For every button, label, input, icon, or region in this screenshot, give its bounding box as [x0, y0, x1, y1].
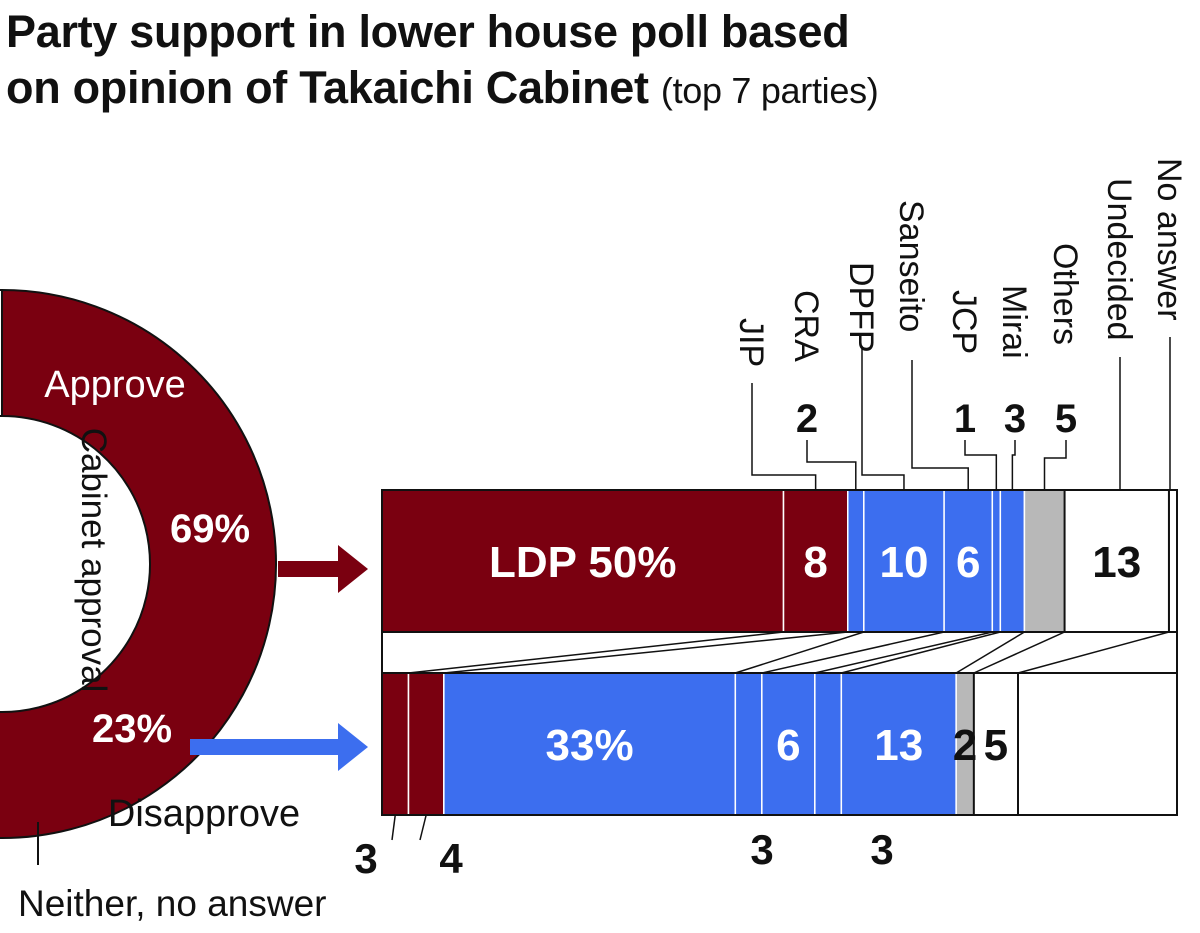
party-name-jcp: JCP [945, 290, 983, 354]
connector-jcp [841, 631, 1001, 674]
bar-label-undecided-approve: 13 [1092, 538, 1141, 587]
bar-label-undecided-disapprove: 5 [984, 721, 1008, 770]
connector-dpfp [761, 631, 945, 674]
stacked-bars: LDP 50% 8 10 6 13 33% 6 13 2 5 3 4 3 3 [354, 489, 1179, 882]
bar-segment-no-answer-approve [1167, 489, 1179, 633]
bar-label-jip-approve: 8 [803, 538, 827, 587]
donut-value-approve: 69% [170, 507, 250, 551]
bar-segment-no-answer-disapprove [1017, 672, 1178, 816]
leader-top-jip [751, 383, 817, 490]
cabinet-approval-donut: 69% 23% Approve Disapprove [0, 288, 300, 839]
bar-label-sanseito-approve: 6 [956, 538, 980, 587]
leader-top-mirai [1011, 440, 1016, 490]
party-labels: JIP CRA 2 DPFP Sanseito JCP 1 Mirai 3 Others 5 Unde… [732, 158, 1188, 490]
leader-bottom-ldp [391, 814, 396, 841]
party-name-mirai: Mirai [995, 285, 1033, 359]
connector-jip [443, 631, 848, 674]
party-name-jip: JIP [732, 318, 770, 367]
leader-top-dpfp [861, 346, 905, 490]
bar-label-others-disapprove: 2 [953, 721, 977, 770]
bar-segment-ldp-disapprove [381, 672, 410, 816]
title-suffix: (top 7 parties) [660, 70, 879, 111]
bar-segment-ldp-approve [381, 489, 785, 633]
title-line-2: on opinion of Takaichi Cabinet [6, 62, 649, 113]
party-name-cra: CRA [787, 290, 825, 362]
bar-segment-jcp-approve [991, 489, 1002, 633]
neither-label: Neither, no answer [18, 883, 327, 924]
bar-segment-undecided-approve [1063, 489, 1170, 633]
bar-segment-others-approve [1023, 489, 1066, 633]
connector-sanseito [814, 631, 993, 674]
connector-cra [735, 631, 865, 674]
bar-segment-jcp-disapprove [814, 672, 843, 816]
bar-label-mirai-approve: 3 [1004, 397, 1026, 441]
bar-label-ldp-disapprove: 3 [354, 835, 377, 882]
donut-center-label: Cabinet approval [74, 428, 113, 693]
bar-label-jip-disapprove: 4 [439, 835, 463, 882]
bar-label-ldp-approve: LDP 50% [489, 538, 677, 587]
donut-value-disapprove: 23% [92, 707, 172, 751]
bar-label-dpfp-disapprove: 3 [750, 826, 773, 873]
connector-undecided [1017, 631, 1170, 674]
bar-label-sanseito-disapprove: 6 [776, 721, 800, 770]
leader-top-others [1043, 440, 1067, 490]
bar-connectors [391, 631, 1170, 841]
donut-label-approve: Approve [44, 364, 186, 406]
title-line-1: Party support in lower house poll based [6, 6, 850, 57]
bar-label-cra-approve: 2 [796, 397, 818, 441]
bar-label-cra-disapprove: 33% [546, 721, 634, 770]
party-name-dpfp: DPFP [842, 262, 880, 353]
bar-segment-dpfp-disapprove [734, 672, 763, 816]
leader-top-sanseito [911, 360, 969, 490]
bar-label-jcp-disapprove: 3 [870, 826, 893, 873]
leader-bottom-jip [419, 814, 427, 841]
bar-segment-jip-disapprove [407, 672, 445, 816]
disapprove-arrow [190, 723, 368, 771]
donut-slice-neither-no-answer [0, 288, 3, 418]
donut-label-disapprove: Disapprove [108, 793, 300, 835]
connector-mirai [955, 631, 1025, 674]
donut-slice-approve [0, 288, 277, 839]
bar-segment-dpfp-approve [863, 489, 945, 633]
bar-segment-sanseito-approve [943, 489, 994, 633]
leader-top-jcp [964, 440, 998, 490]
chart-title: Party support in lower house poll based o… [6, 4, 879, 119]
bar-segment-mirai-approve [999, 489, 1026, 633]
connector-ldp [408, 631, 784, 674]
approve-arrow [278, 545, 368, 593]
bar-label-dpfp-approve: 10 [879, 538, 928, 587]
bar-label-jcp-approve: 1 [954, 397, 976, 441]
party-name-no-answer: No answer [1150, 158, 1188, 321]
bar-label-mirai-disapprove: 13 [874, 721, 923, 770]
bar-segment-cra-approve [847, 489, 865, 633]
bar-segment-cra-disapprove [443, 672, 737, 816]
leader-top-cra [806, 440, 857, 490]
party-name-others: Others [1046, 243, 1084, 345]
party-name-sanseito: Sanseito [892, 200, 930, 332]
bar-label-others-approve: 5 [1055, 397, 1077, 441]
connector-others [973, 631, 1065, 674]
party-name-undecided: Undecided [1100, 178, 1138, 341]
